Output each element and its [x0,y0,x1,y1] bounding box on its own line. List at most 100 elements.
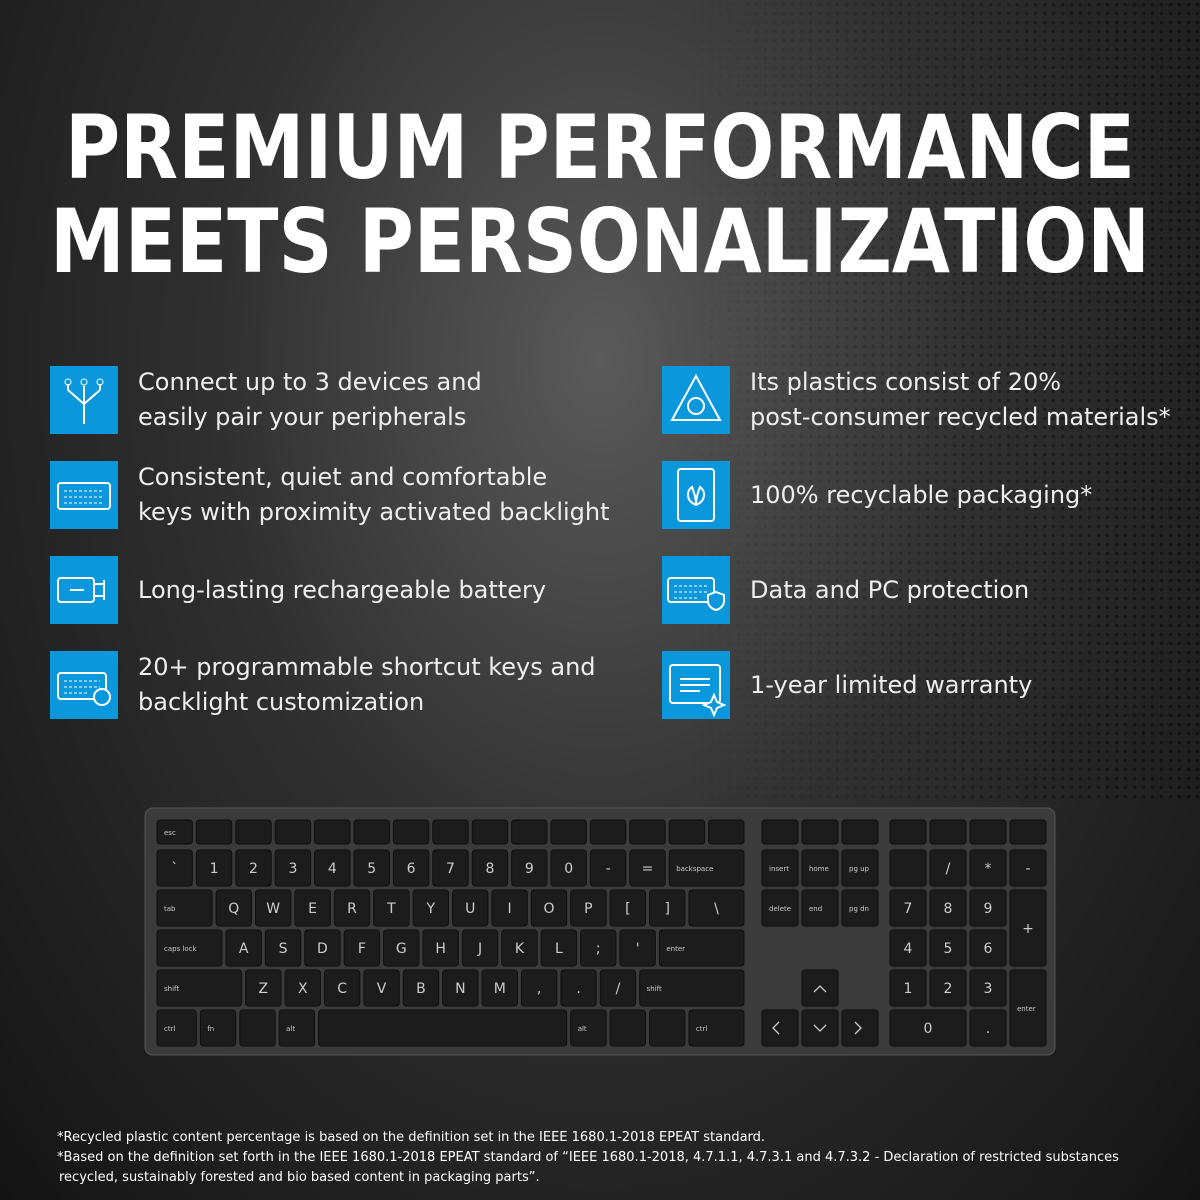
icon-glyph [667,577,725,612]
key [589,849,627,887]
key-label: D [317,941,328,957]
key [889,969,927,1007]
key [156,889,213,927]
key-label: L [555,941,563,957]
key-label: 8 [485,861,494,877]
key-label: 7 [446,861,455,877]
key [501,929,538,967]
key [969,969,1007,1007]
key-label: - [1025,861,1030,877]
key-label: 5 [367,861,376,877]
key [402,969,440,1007]
key-label: A [239,941,249,957]
key-label: 2 [944,981,953,997]
key [333,889,371,927]
key [215,889,253,927]
key-label: shift [164,985,179,993]
key-label: shift [647,985,662,993]
key [761,819,799,845]
key [432,849,469,887]
key [801,889,839,927]
title-line: PREMIUM PERFORMANCE [65,96,1135,199]
key [841,849,879,887]
key [284,969,321,1007]
key-label: E [308,901,317,917]
key [156,1009,197,1047]
key-label: V [377,981,387,997]
key [156,929,223,967]
arrow-glyph [772,1021,780,1035]
feature-text: Consistent, quiet and comfortable [138,463,548,491]
key [353,819,390,845]
key [570,1009,607,1047]
key-label: J [477,941,482,957]
key [969,849,1007,887]
feature-icon [662,556,730,624]
key [570,889,607,927]
key-label: ' [636,941,640,957]
key-label: 0 [924,1021,933,1037]
key-label: 6 [984,941,993,957]
key-label: M [494,981,506,997]
key [156,819,193,845]
footnote: *Based on the definition set forth in th… [57,1150,1119,1165]
key [1009,969,1047,1047]
key [1009,849,1047,887]
key [580,929,617,967]
key-label: 4 [328,861,337,877]
key [314,819,351,845]
key-label: ctrl [696,1025,707,1033]
key-label: / [946,861,951,877]
feature-icon [50,366,118,434]
key-label: Y [426,901,436,917]
key [520,969,558,1007]
key [343,929,381,967]
key [481,969,518,1007]
key [278,1009,316,1047]
key-label: N [455,981,465,997]
key [929,889,967,927]
key [195,819,233,845]
key [761,889,799,927]
key-label: enter [1017,1005,1036,1013]
key [255,889,292,927]
key [274,849,312,887]
key [969,1009,1007,1047]
key-label: 9 [984,901,993,917]
key [392,819,430,845]
key [619,929,656,967]
key [969,819,1007,845]
key-label: Z [259,981,269,997]
key-label: U [465,901,475,917]
feature-text: keys with proximity activated backlight [138,498,610,526]
key [225,929,262,967]
feature-icon [662,366,730,434]
key [274,819,312,845]
feature-text: 20+ programmable shortcut keys and [138,653,596,681]
key [235,819,272,845]
key [889,1009,967,1047]
key-label: / [616,981,621,997]
arrow-glyph [854,1021,862,1035]
key [688,1009,745,1047]
key-label: 3 [984,981,993,997]
key [511,849,548,887]
key [461,929,499,967]
key [318,1009,568,1047]
key [550,849,587,887]
key [929,819,967,845]
key-label: Q [228,901,239,917]
arrow-glyph [813,1024,827,1032]
key-label: enter [666,945,685,953]
key [245,969,282,1007]
key-label: pg up [849,865,870,873]
icon-glyph [670,373,722,421]
key [323,969,361,1007]
key [801,819,839,845]
key-label: B [416,981,426,997]
dot-pattern [680,0,1200,800]
key-label: ] [664,901,669,917]
key-label: end [809,905,822,913]
key [929,929,967,967]
